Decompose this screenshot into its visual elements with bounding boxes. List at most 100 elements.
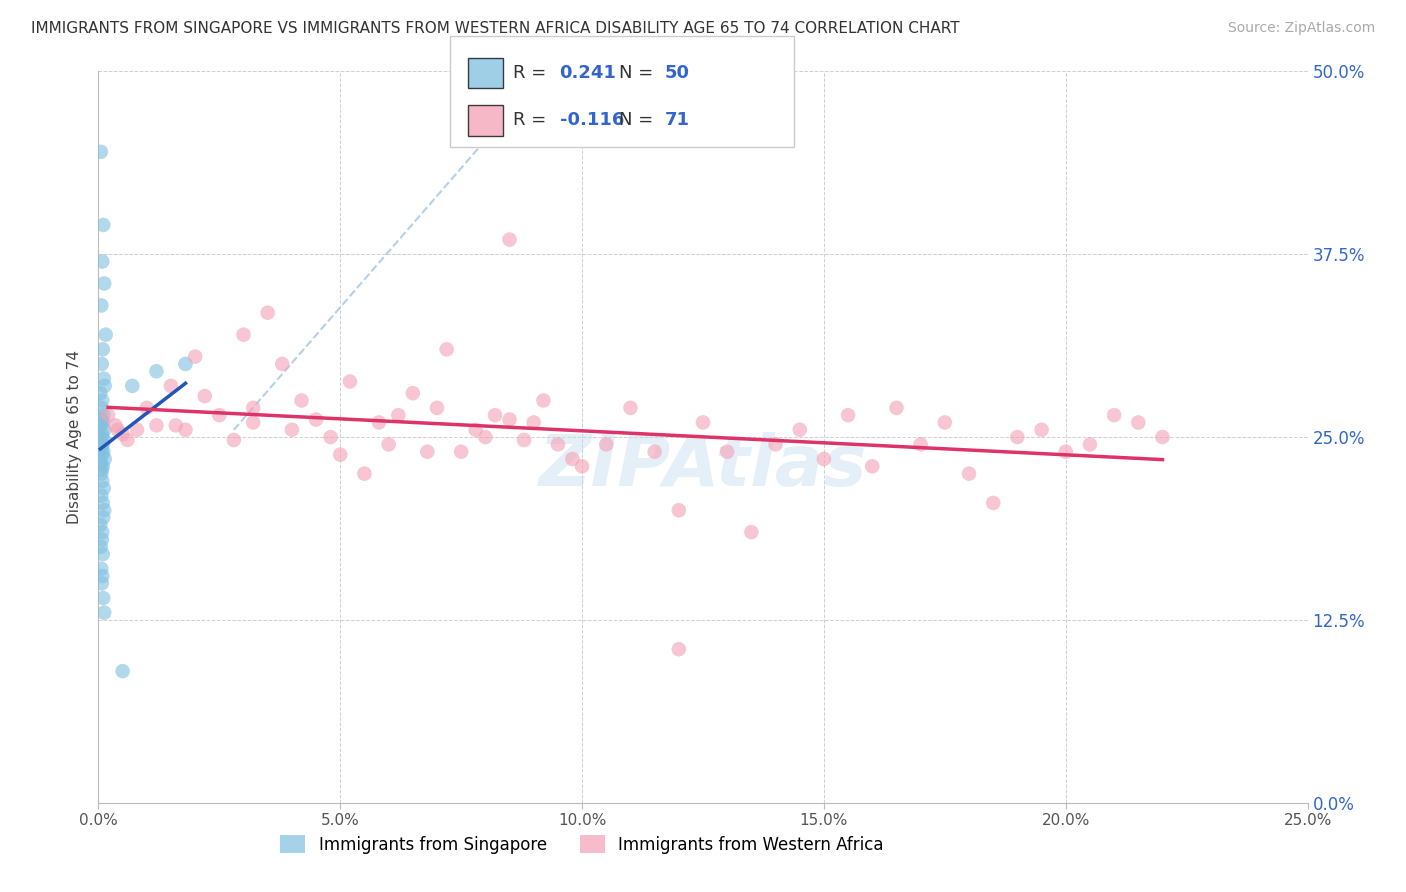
Text: Source: ZipAtlas.com: Source: ZipAtlas.com — [1227, 21, 1375, 35]
Point — [174, 357, 197, 371]
Text: N =: N = — [619, 112, 658, 129]
Point — [91, 343, 114, 357]
Point — [91, 408, 114, 422]
Point — [91, 496, 114, 510]
Point — [789, 423, 811, 437]
Point — [90, 489, 112, 503]
Point — [111, 664, 134, 678]
Point — [91, 591, 114, 605]
Point — [353, 467, 375, 481]
Point — [981, 496, 1004, 510]
Point — [91, 437, 114, 451]
Point — [90, 418, 112, 433]
Point — [222, 433, 245, 447]
Point — [91, 393, 114, 408]
Point — [90, 462, 112, 476]
Point — [668, 642, 690, 657]
Point — [644, 444, 666, 458]
Point — [90, 298, 112, 312]
Point — [619, 401, 641, 415]
Point — [90, 442, 112, 456]
Point — [90, 467, 112, 481]
Point — [93, 481, 115, 495]
Point — [90, 540, 112, 554]
Point — [1031, 423, 1053, 437]
Point — [91, 459, 114, 474]
Point — [886, 401, 908, 415]
Point — [595, 437, 617, 451]
Text: IMMIGRANTS FROM SINGAPORE VS IMMIGRANTS FROM WESTERN AFRICA DISABILITY AGE 65 TO: IMMIGRANTS FROM SINGAPORE VS IMMIGRANTS … — [31, 21, 959, 36]
Point — [484, 408, 506, 422]
Point — [513, 433, 536, 447]
Text: ZIPAtlas: ZIPAtlas — [538, 432, 868, 500]
Point — [339, 375, 361, 389]
Point — [271, 357, 294, 371]
Point — [145, 418, 167, 433]
Point — [1152, 430, 1174, 444]
Point — [426, 401, 449, 415]
Point — [387, 408, 409, 422]
Point — [90, 533, 112, 547]
Point — [91, 427, 114, 442]
Point — [90, 562, 112, 576]
Point — [91, 444, 114, 458]
Point — [668, 503, 690, 517]
Point — [90, 457, 112, 471]
Point — [91, 474, 114, 488]
Point — [329, 448, 352, 462]
Point — [91, 569, 114, 583]
Text: 0.241: 0.241 — [560, 64, 616, 82]
Point — [860, 459, 883, 474]
Point — [160, 379, 183, 393]
Point — [910, 437, 932, 451]
Point — [571, 459, 593, 474]
Point — [232, 327, 254, 342]
Point — [91, 416, 114, 430]
Point — [184, 350, 207, 364]
Point — [93, 606, 115, 620]
Point — [1128, 416, 1150, 430]
Point — [934, 416, 956, 430]
Text: 50: 50 — [665, 64, 690, 82]
Point — [89, 386, 111, 401]
Point — [368, 416, 391, 430]
Point — [474, 430, 496, 444]
Point — [107, 423, 129, 437]
Point — [837, 408, 859, 422]
Point — [523, 416, 546, 430]
Point — [91, 525, 114, 540]
Point — [256, 306, 278, 320]
Point — [91, 547, 114, 561]
Point — [93, 371, 115, 385]
Point — [145, 364, 167, 378]
Point — [174, 423, 197, 437]
Point — [93, 423, 115, 437]
Point — [281, 423, 304, 437]
Point — [692, 416, 714, 430]
Point — [117, 433, 139, 447]
Point — [242, 401, 264, 415]
Point — [813, 452, 835, 467]
Text: R =: R = — [513, 112, 553, 129]
Point — [89, 517, 111, 532]
Point — [93, 277, 115, 291]
Point — [91, 254, 114, 268]
Point — [402, 386, 425, 401]
Point — [242, 416, 264, 430]
Point — [1078, 437, 1101, 451]
Point — [127, 423, 149, 437]
Point — [464, 423, 486, 437]
Point — [305, 412, 328, 426]
Point — [416, 444, 439, 458]
Point — [498, 412, 520, 426]
Point — [498, 233, 520, 247]
Text: -0.116: -0.116 — [560, 112, 624, 129]
Point — [208, 408, 231, 422]
Point — [1007, 430, 1029, 444]
Point — [436, 343, 458, 357]
Point — [450, 444, 472, 458]
Point — [377, 437, 399, 451]
Point — [561, 452, 583, 467]
Text: 71: 71 — [665, 112, 690, 129]
Point — [91, 510, 114, 524]
